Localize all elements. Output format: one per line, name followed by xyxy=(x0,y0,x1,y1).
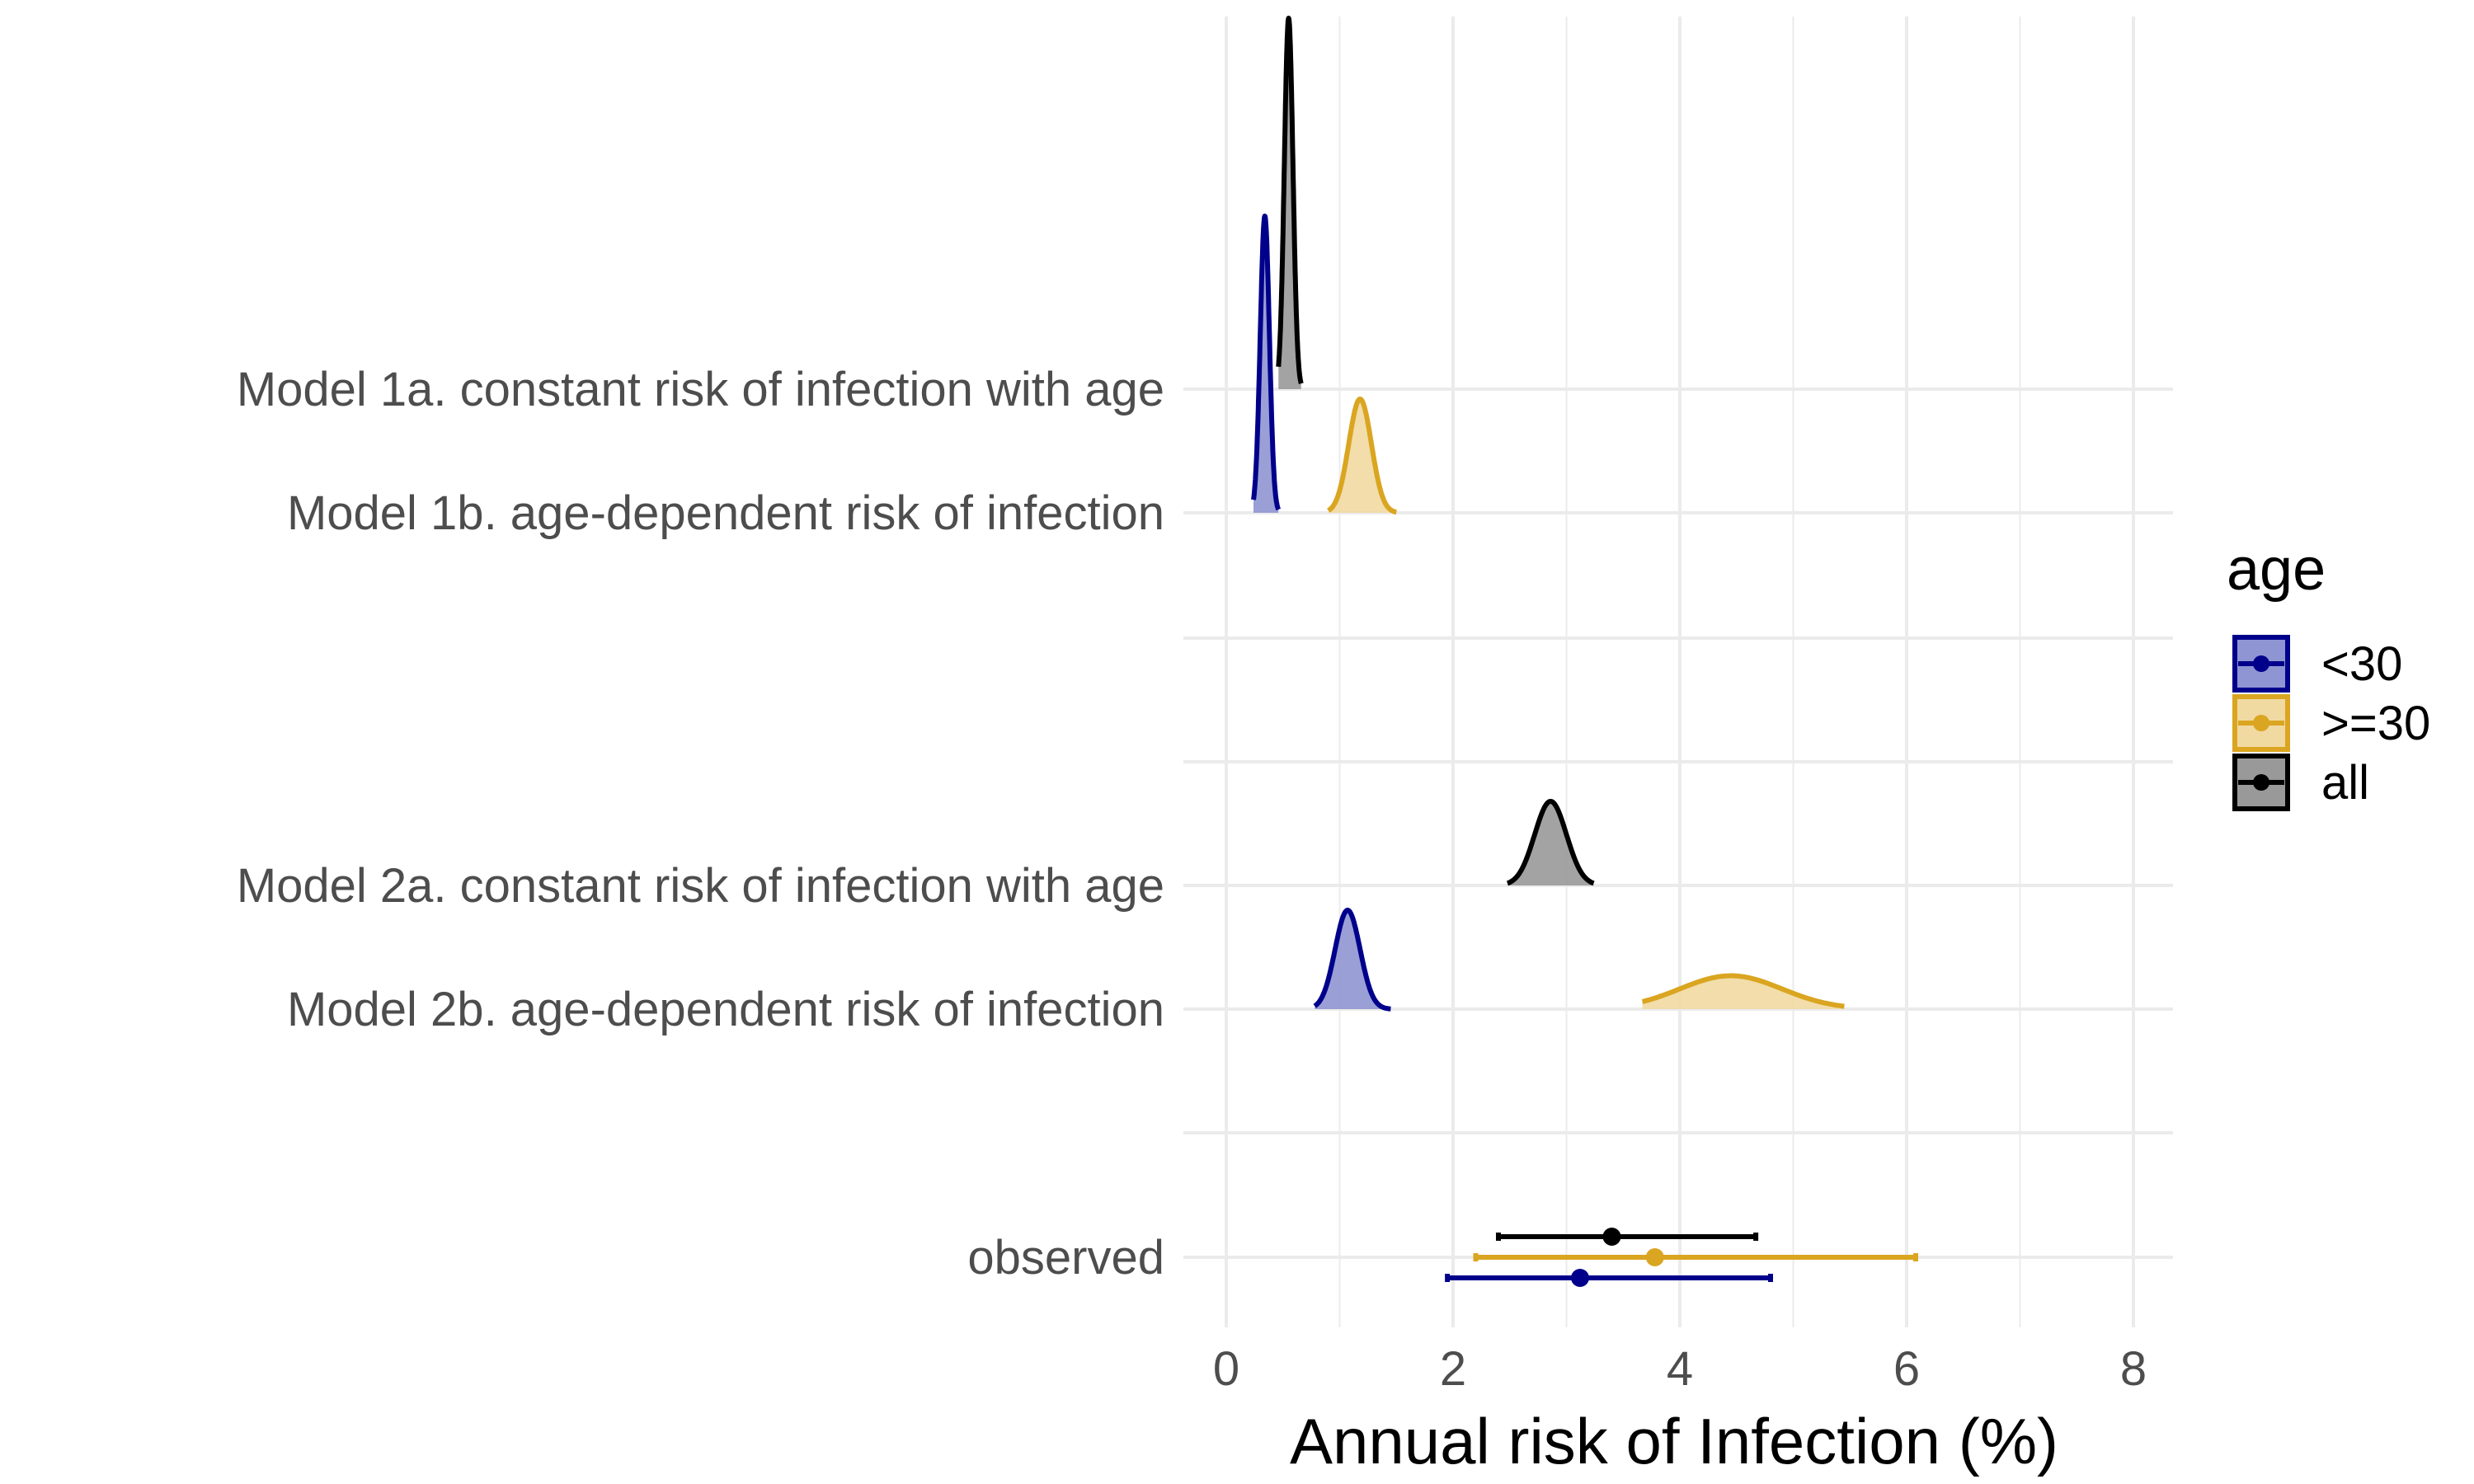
x-tick-label: 6 xyxy=(1893,1342,1920,1396)
legend-label: all xyxy=(2321,756,2369,810)
y-tick-label: Model 1a. constant risk of infection wit… xyxy=(237,363,1164,416)
grid-lines xyxy=(1183,16,2173,1327)
x-axis-title: Annual risk of Infection (%) xyxy=(1290,1405,2058,1477)
x-tick-label: 8 xyxy=(2120,1342,2147,1396)
observed-point-all xyxy=(1602,1228,1621,1246)
density-curves xyxy=(1251,16,1845,1012)
y-tick-label: Model 2a. constant risk of infection wit… xyxy=(237,859,1164,913)
legend-key-point xyxy=(2253,715,2269,731)
y-tick-label: observed xyxy=(967,1231,1164,1284)
density-fill-all xyxy=(1507,801,1594,885)
legend: age <30 >=30 all xyxy=(2227,537,2430,811)
density-line->=30 xyxy=(1641,973,1845,1009)
y-axis-labels: Model 1a. constant risk of infection wit… xyxy=(237,363,1164,1284)
legend-label: <30 xyxy=(2321,637,2402,691)
density-line-<30 xyxy=(1313,908,1393,1012)
x-axis-ticks: 0 2 4 6 8 xyxy=(1213,1342,2147,1396)
legend-label: >=30 xyxy=(2321,697,2430,750)
legend-key-point xyxy=(2253,655,2269,672)
observed-point->=30 xyxy=(1645,1248,1664,1266)
y-tick-label: Model 1b. age-dependent risk of infectio… xyxy=(287,486,1164,540)
legend-key-point xyxy=(2253,774,2269,791)
density-fill-<30 xyxy=(1315,910,1391,1009)
density-line-all xyxy=(1276,16,1304,385)
density-line-<30 xyxy=(1251,214,1282,512)
density-fill->=30 xyxy=(1328,399,1397,513)
observed-intervals xyxy=(1445,1228,1918,1287)
x-tick-label: 0 xyxy=(1213,1342,1239,1396)
y-tick-label: Model 2b. age-dependent risk of infectio… xyxy=(287,983,1164,1036)
observed-point-<30 xyxy=(1571,1269,1589,1287)
legend-title: age xyxy=(2227,537,2326,603)
density-line-all xyxy=(1506,799,1596,886)
density-line->=30 xyxy=(1326,397,1399,515)
x-tick-label: 4 xyxy=(1667,1342,1693,1396)
x-tick-label: 2 xyxy=(1440,1342,1466,1396)
